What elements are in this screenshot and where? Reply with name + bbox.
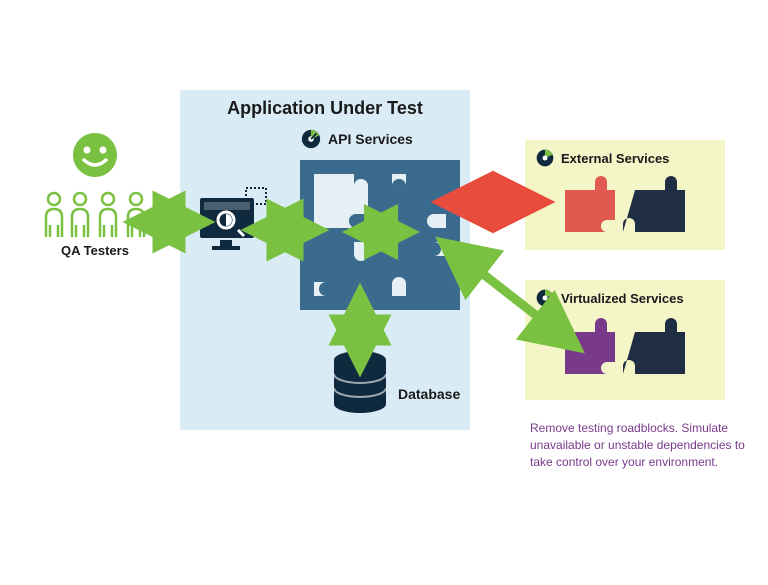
- arrow-api-to-virt: [460, 256, 560, 334]
- arrows-layer: [0, 0, 768, 585]
